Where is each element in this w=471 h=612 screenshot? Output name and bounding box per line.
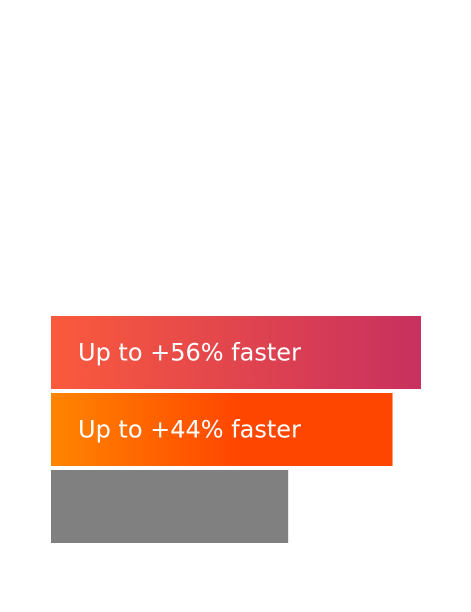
bar-0	[51, 316, 421, 389]
bar-label-0: Up to +56% faster	[78, 339, 301, 367]
bar-1	[51, 393, 393, 466]
bar-label-1: Up to +44% faster	[78, 416, 301, 444]
bar-2	[51, 470, 289, 543]
